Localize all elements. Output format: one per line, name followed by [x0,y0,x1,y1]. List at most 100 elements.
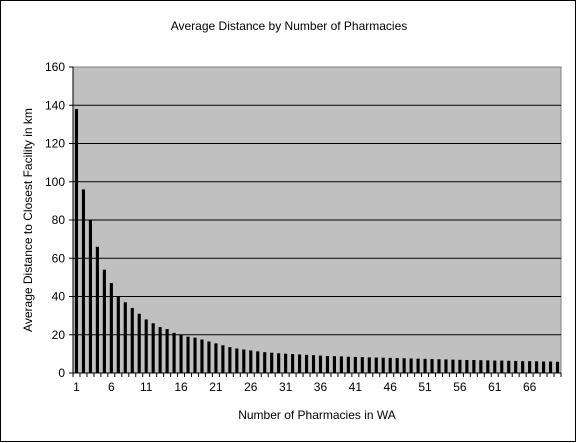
bar [95,246,99,373]
x-axis-ticks: 1 6 11 16 21 26 31 36 41 46 51 56 61 66 [72,373,562,394]
bar [423,358,427,373]
bar [528,361,532,373]
x-tick-label: 66 [523,380,537,394]
bar [207,341,211,373]
bar [521,361,525,373]
bar [263,352,267,373]
bar [318,355,323,373]
bar [332,356,336,373]
bar [249,350,253,373]
bar [500,360,504,373]
bar [144,319,148,373]
bar [458,359,462,373]
bar [465,359,469,373]
x-tick-label: 46 [384,380,398,394]
bars [74,109,560,373]
bar [388,357,392,373]
bar [472,359,476,373]
x-tick-label: 51 [418,380,432,394]
bar [479,360,483,373]
bar [430,359,434,373]
bar [304,354,309,373]
y-tick-label: 20 [52,328,66,342]
bar [542,361,546,373]
bar [493,360,497,373]
x-tick-label: 16 [174,380,188,394]
x-tick-label: 26 [244,380,258,394]
bar [277,353,281,373]
x-axis-label: Number of Pharmacies in WA [238,408,396,422]
bar [325,355,330,373]
bar [284,353,288,373]
bar [381,357,385,373]
x-tick-label: 1 [73,380,80,394]
bar [451,359,455,373]
bar [548,361,553,373]
y-axis-label: Average Distance to Closest Facility in … [21,108,35,332]
x-tick-label: 31 [279,380,293,394]
bar [437,359,441,373]
bar [179,334,183,373]
bar [88,220,92,373]
bar [116,296,120,373]
bar [486,360,490,373]
bar [367,357,371,373]
bar [81,189,86,373]
bar [339,356,343,373]
bar [360,357,364,373]
bar [353,356,357,373]
bar [535,361,539,373]
bar [298,354,302,373]
bar [409,358,413,373]
bar [130,307,134,373]
y-tick-label: 80 [52,213,66,227]
y-tick-label: 120 [45,137,65,151]
bar [416,358,420,373]
bar [221,345,225,373]
bar [74,109,79,373]
bar [402,358,406,373]
y-tick-label: 0 [58,366,65,380]
bar [270,352,274,373]
chart-title: Average Distance by Number of Pharmacies [171,19,408,33]
y-tick-label: 100 [45,175,65,189]
bar [311,355,316,373]
bar [102,269,106,373]
bar [165,329,169,373]
bar [242,349,246,373]
bar [395,358,399,373]
x-tick-label: 11 [140,380,153,394]
y-tick-label: 160 [45,60,65,74]
bar [193,337,197,373]
bar [374,357,378,373]
bar [158,327,162,373]
x-tick-label: 61 [488,380,502,394]
bar [555,361,560,373]
x-tick-label: 21 [209,380,223,394]
x-tick-label: 6 [108,380,115,394]
x-tick-label: 36 [314,380,328,394]
y-axis-ticks: 0 20 40 60 80 100 120 140 160 [45,60,73,380]
bar [172,332,176,373]
bar [214,343,218,373]
y-tick-label: 60 [52,251,66,265]
bar [186,336,190,373]
y-tick-label: 40 [52,290,66,304]
bar [228,347,232,373]
bar [200,339,204,373]
bar [507,360,511,373]
x-tick-label: 41 [349,380,363,394]
bar [346,356,350,373]
x-tick-label: 56 [453,380,467,394]
y-tick-label: 140 [45,98,65,112]
bar [256,351,260,373]
bar [235,348,239,373]
bar [123,302,127,373]
bar [444,359,448,373]
bar [514,360,518,373]
bar [151,323,155,373]
bar [109,283,113,373]
bar [291,354,295,373]
